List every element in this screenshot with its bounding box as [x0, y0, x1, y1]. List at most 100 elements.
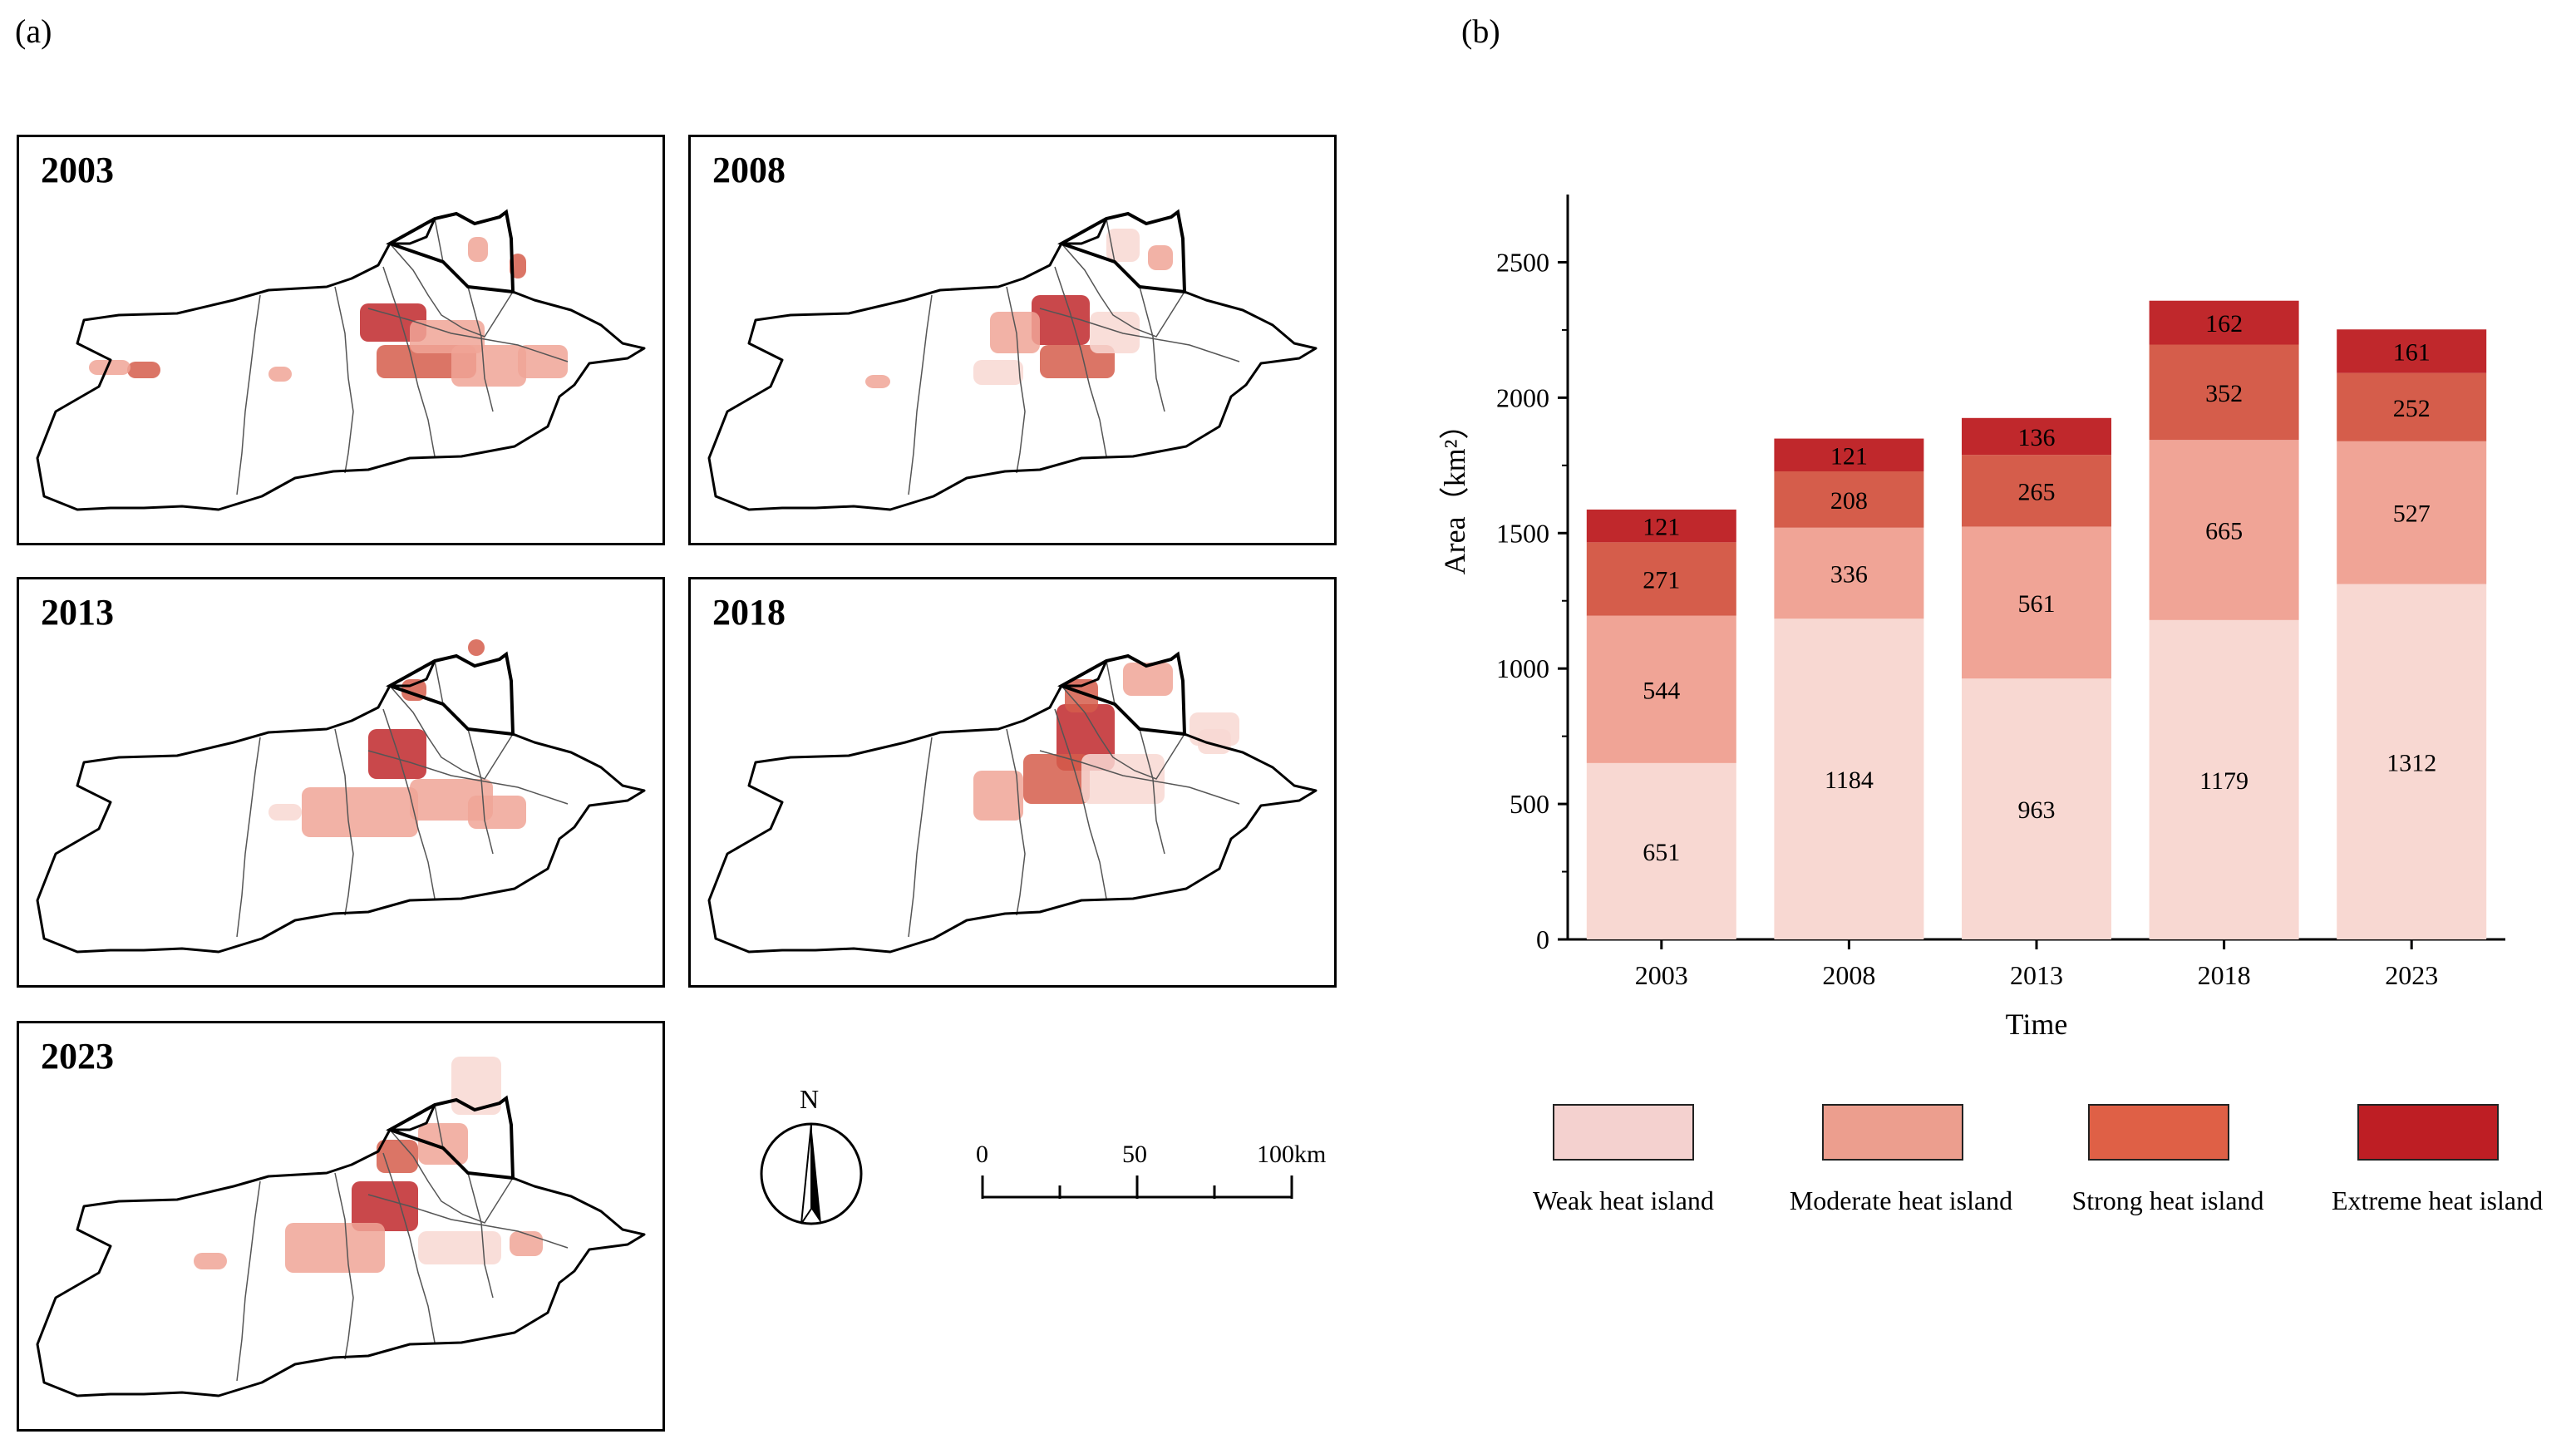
bar-value-label: 265: [2018, 478, 2056, 505]
bar-value-label: 208: [1830, 487, 1868, 515]
district-boundary: [382, 1152, 436, 1343]
legend-label: Moderate heat island: [1789, 1185, 2013, 1215]
heat-patch-moderate: [268, 367, 292, 382]
district-boundary: [382, 708, 436, 899]
district-boundary: [334, 286, 354, 474]
heat-patch-weak: [451, 1057, 501, 1115]
map-year-label: 2003: [41, 150, 114, 190]
bar-value-label: 651: [1643, 839, 1680, 866]
x-tick-label: 2008: [1822, 960, 1875, 990]
map-year-label: 2018: [712, 592, 786, 633]
legend-label: Strong heat island: [2071, 1185, 2264, 1215]
map-panel-2008: 2008: [688, 135, 1337, 545]
map-drawing: [707, 209, 1318, 511]
heat-patch-moderate: [194, 1253, 227, 1269]
bar-segment-moderate-2013: [1962, 526, 2111, 679]
bar-segment-strong-2018: [2149, 344, 2299, 441]
bar-value-label: 121: [1643, 514, 1680, 541]
bar-segment-weak-2023: [2337, 584, 2487, 939]
y-tick-label: 1000: [1496, 653, 1549, 683]
bar-segment-strong-2003: [1586, 542, 1736, 616]
district-boundary: [1006, 728, 1026, 916]
map-panel-2023: 2023: [17, 1021, 665, 1432]
bar-segment-strong-2013: [1962, 455, 2111, 527]
heat-patch-moderate: [468, 796, 526, 829]
district-boundary: [434, 660, 494, 855]
heat-patch-extreme: [352, 1181, 418, 1231]
district-boundary: [367, 750, 569, 805]
heat-patch-weak: [268, 804, 302, 821]
bar-value-label: 561: [2018, 590, 2056, 618]
heat-patch-weak: [1090, 312, 1140, 353]
heat-patch-strong: [1065, 679, 1098, 712]
bar-segment-moderate-2008: [1774, 527, 1924, 619]
district-boundary: [382, 266, 436, 457]
map-panel-2013: 2013: [17, 577, 665, 988]
district-boundary: [389, 243, 514, 338]
legend-label: Extreme heat island: [2331, 1185, 2544, 1215]
district-boundary: [1106, 660, 1165, 855]
stacked-bar-chart: 0 500 1000 1500 2000 2500 651 544 271 121 2003 1184…: [1438, 195, 2505, 1041]
bar-segment-moderate-2023: [2337, 441, 2487, 584]
district-boundary: [1061, 243, 1185, 338]
district-boundary: [908, 737, 933, 938]
panel-b-label: (b): [1461, 12, 1500, 50]
bar-segment-weak-2018: [2149, 619, 2299, 939]
legend-swatch: [2357, 1104, 2499, 1161]
x-tick-label: 2003: [1635, 960, 1688, 990]
district-boundary: [334, 1172, 354, 1360]
heat-patch-moderate: [973, 771, 1023, 821]
region-fill: [37, 212, 644, 510]
heat-patch-moderate: [1123, 663, 1173, 696]
heat-patch-weak: [973, 360, 1023, 385]
heat-patch-moderate: [518, 345, 568, 378]
district-boundary: [389, 1129, 514, 1224]
map-panel-2003: 2003: [17, 135, 665, 545]
y-tick-label: 2500: [1496, 247, 1549, 277]
scale-tick-label: 100km: [1257, 1141, 1327, 1168]
heat-patch-strong: [468, 639, 485, 656]
district-boundary: [367, 308, 569, 362]
bar-value-label: 252: [2393, 395, 2431, 422]
x-tick-label: 2018: [2198, 960, 2251, 990]
central-district-outline: [386, 209, 515, 294]
heat-patch-extreme: [1032, 295, 1090, 345]
district-boundary: [1006, 286, 1026, 474]
map-panel-2018: 2018: [688, 577, 1337, 988]
y-tick-label: 500: [1510, 789, 1549, 819]
heat-patch-weak: [1081, 754, 1165, 804]
bar-segment-extreme-2003: [1586, 509, 1736, 543]
panel-a-label: (a): [15, 12, 52, 50]
heat-patch-extreme: [368, 729, 426, 779]
map-year-label: 2023: [41, 1036, 114, 1077]
bar-segment-strong-2008: [1774, 471, 1924, 528]
district-boundary: [434, 1104, 494, 1299]
district-boundary: [1054, 266, 1107, 457]
map-drawing: [36, 639, 646, 954]
heat-patch-moderate: [89, 360, 131, 375]
central-district-outline: [386, 651, 515, 737]
x-tick-label: 2013: [2010, 960, 2063, 990]
bar-value-label: 161: [2393, 338, 2431, 366]
district-boundary: [334, 728, 354, 916]
district-boundary: [389, 685, 514, 780]
bar-segment-weak-2008: [1774, 619, 1924, 939]
central-district-outline: [1057, 209, 1187, 294]
heat-patch-moderate: [990, 312, 1040, 353]
district-boundary: [236, 294, 261, 495]
heat-patch-moderate: [468, 237, 488, 262]
map-drawing: [36, 1057, 646, 1397]
bar-value-label: 544: [1643, 677, 1680, 704]
bar-value-label: 121: [1830, 442, 1868, 470]
bar-value-label: 1184: [1825, 766, 1874, 794]
bar-value-label: 527: [2393, 500, 2431, 528]
district-boundary: [1106, 218, 1165, 412]
bar-value-label: 1179: [2199, 767, 2248, 795]
district-boundary: [236, 1180, 261, 1382]
x-axis-title: Time: [2006, 1008, 2068, 1041]
bar-segment-weak-2013: [1962, 678, 2111, 939]
heat-patch-moderate: [302, 787, 418, 837]
legend-label: Weak heat island: [1533, 1185, 1714, 1215]
bar-value-label: 136: [2018, 424, 2056, 451]
bar-segment-moderate-2018: [2149, 440, 2299, 620]
